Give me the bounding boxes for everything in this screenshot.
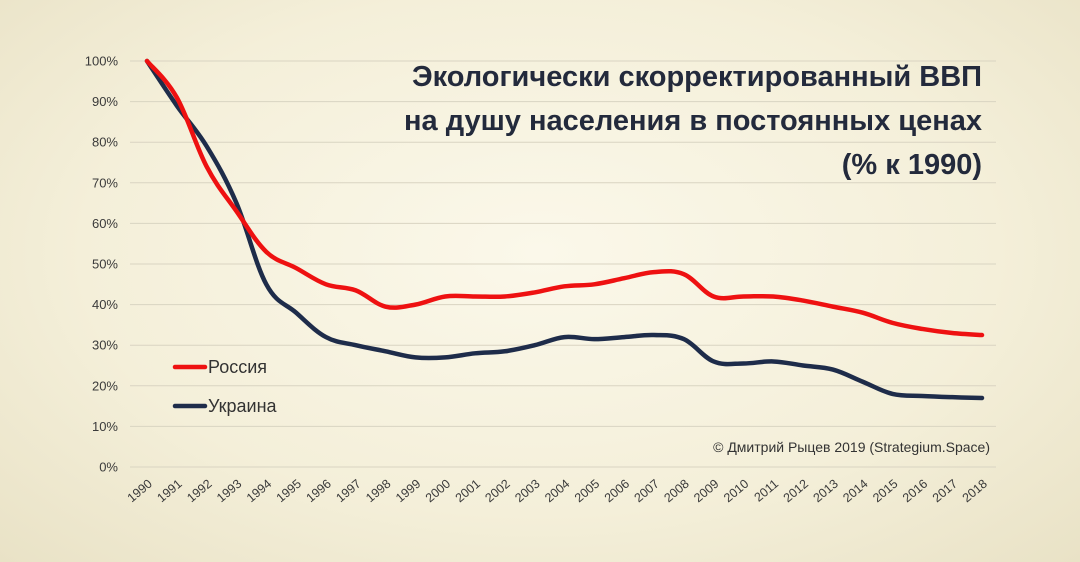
credit-text: © Дмитрий Рыцев 2019 (Strategium.Space) (713, 439, 990, 455)
series-lines (144, 58, 985, 401)
x-tick-label: 2013 (811, 477, 841, 506)
y-tick-label: 60% (92, 216, 118, 231)
title-line-1: Экологически скорректированный ВВП (412, 61, 982, 93)
x-tick-label: 2015 (870, 477, 900, 506)
title-line-2: на душу населения в постоянных ценах (404, 105, 982, 137)
x-tick-label: 2012 (781, 477, 811, 506)
title-line-3: (% к 1990) (842, 149, 982, 181)
x-tick-label: 1990 (125, 477, 155, 506)
x-tick-label: 2008 (661, 477, 691, 506)
legend-label-ukraine: Украина (208, 396, 278, 416)
x-tick-label: 1997 (333, 477, 363, 506)
x-tick-label: 1999 (393, 477, 423, 506)
x-tick-label: 2002 (482, 477, 512, 506)
x-tick-label: 1993 (214, 477, 244, 506)
y-tick-label: 90% (92, 94, 118, 109)
x-tick-label: 1992 (184, 477, 214, 506)
x-tick-label: 1994 (244, 477, 274, 506)
x-tick-label: 1996 (304, 477, 334, 506)
x-tick-label: 2009 (691, 477, 721, 506)
x-tick-label: 2010 (721, 477, 751, 506)
x-tick-label: 2016 (900, 477, 930, 506)
series-line-russia (144, 58, 985, 338)
x-tick-label: 2000 (423, 477, 453, 506)
x-tick-label: 2005 (572, 477, 602, 506)
x-tick-label: 2003 (512, 477, 542, 506)
y-tick-label: 30% (92, 338, 118, 353)
x-tick-label: 1991 (154, 477, 184, 506)
x-tick-label: 2001 (453, 477, 483, 506)
y-tick-label: 0% (99, 460, 118, 475)
y-tick-label: 20% (92, 378, 118, 393)
y-tick-label: 70% (92, 175, 118, 190)
x-tick-label: 2014 (840, 477, 870, 506)
x-axis: 1990 1991 1992 1993 1994 1995 1996 1997 1998 1999… (125, 477, 990, 506)
x-tick-label: 1995 (274, 477, 304, 506)
x-tick-label: 2017 (930, 477, 960, 506)
legend: Россия Украина (172, 357, 278, 416)
chart-title: Экологически скорректированный ВВП на ду… (404, 61, 982, 181)
legend-label-russia: Россия (208, 357, 267, 377)
y-axis: 0% 10% 20% 30% 40% 50% 60% 70% 80% 90% 100% (85, 54, 119, 475)
y-tick-label: 50% (92, 257, 118, 272)
x-tick-label: 2004 (542, 477, 572, 506)
x-tick-label: 2006 (602, 477, 632, 506)
y-tick-label: 80% (92, 135, 118, 150)
series-line-ukraine (144, 58, 985, 401)
x-tick-label: 2011 (752, 477, 782, 505)
y-tick-label: 100% (85, 54, 119, 69)
y-tick-label: 40% (92, 297, 118, 312)
x-tick-label: 2018 (960, 477, 990, 506)
y-tick-label: 10% (92, 419, 118, 434)
grid-lines (130, 60, 996, 468)
x-tick-label: 2007 (632, 477, 662, 506)
x-tick-label: 1998 (363, 477, 393, 506)
